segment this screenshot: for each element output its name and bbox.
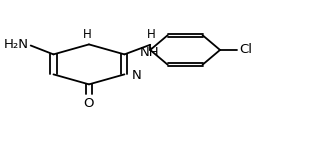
Text: O: O [84, 97, 94, 110]
Text: H₂N: H₂N [4, 38, 29, 51]
Text: NH: NH [139, 46, 159, 58]
Text: N: N [132, 69, 142, 82]
Text: H: H [147, 28, 156, 41]
Text: H: H [83, 28, 92, 41]
Text: Cl: Cl [240, 44, 253, 56]
